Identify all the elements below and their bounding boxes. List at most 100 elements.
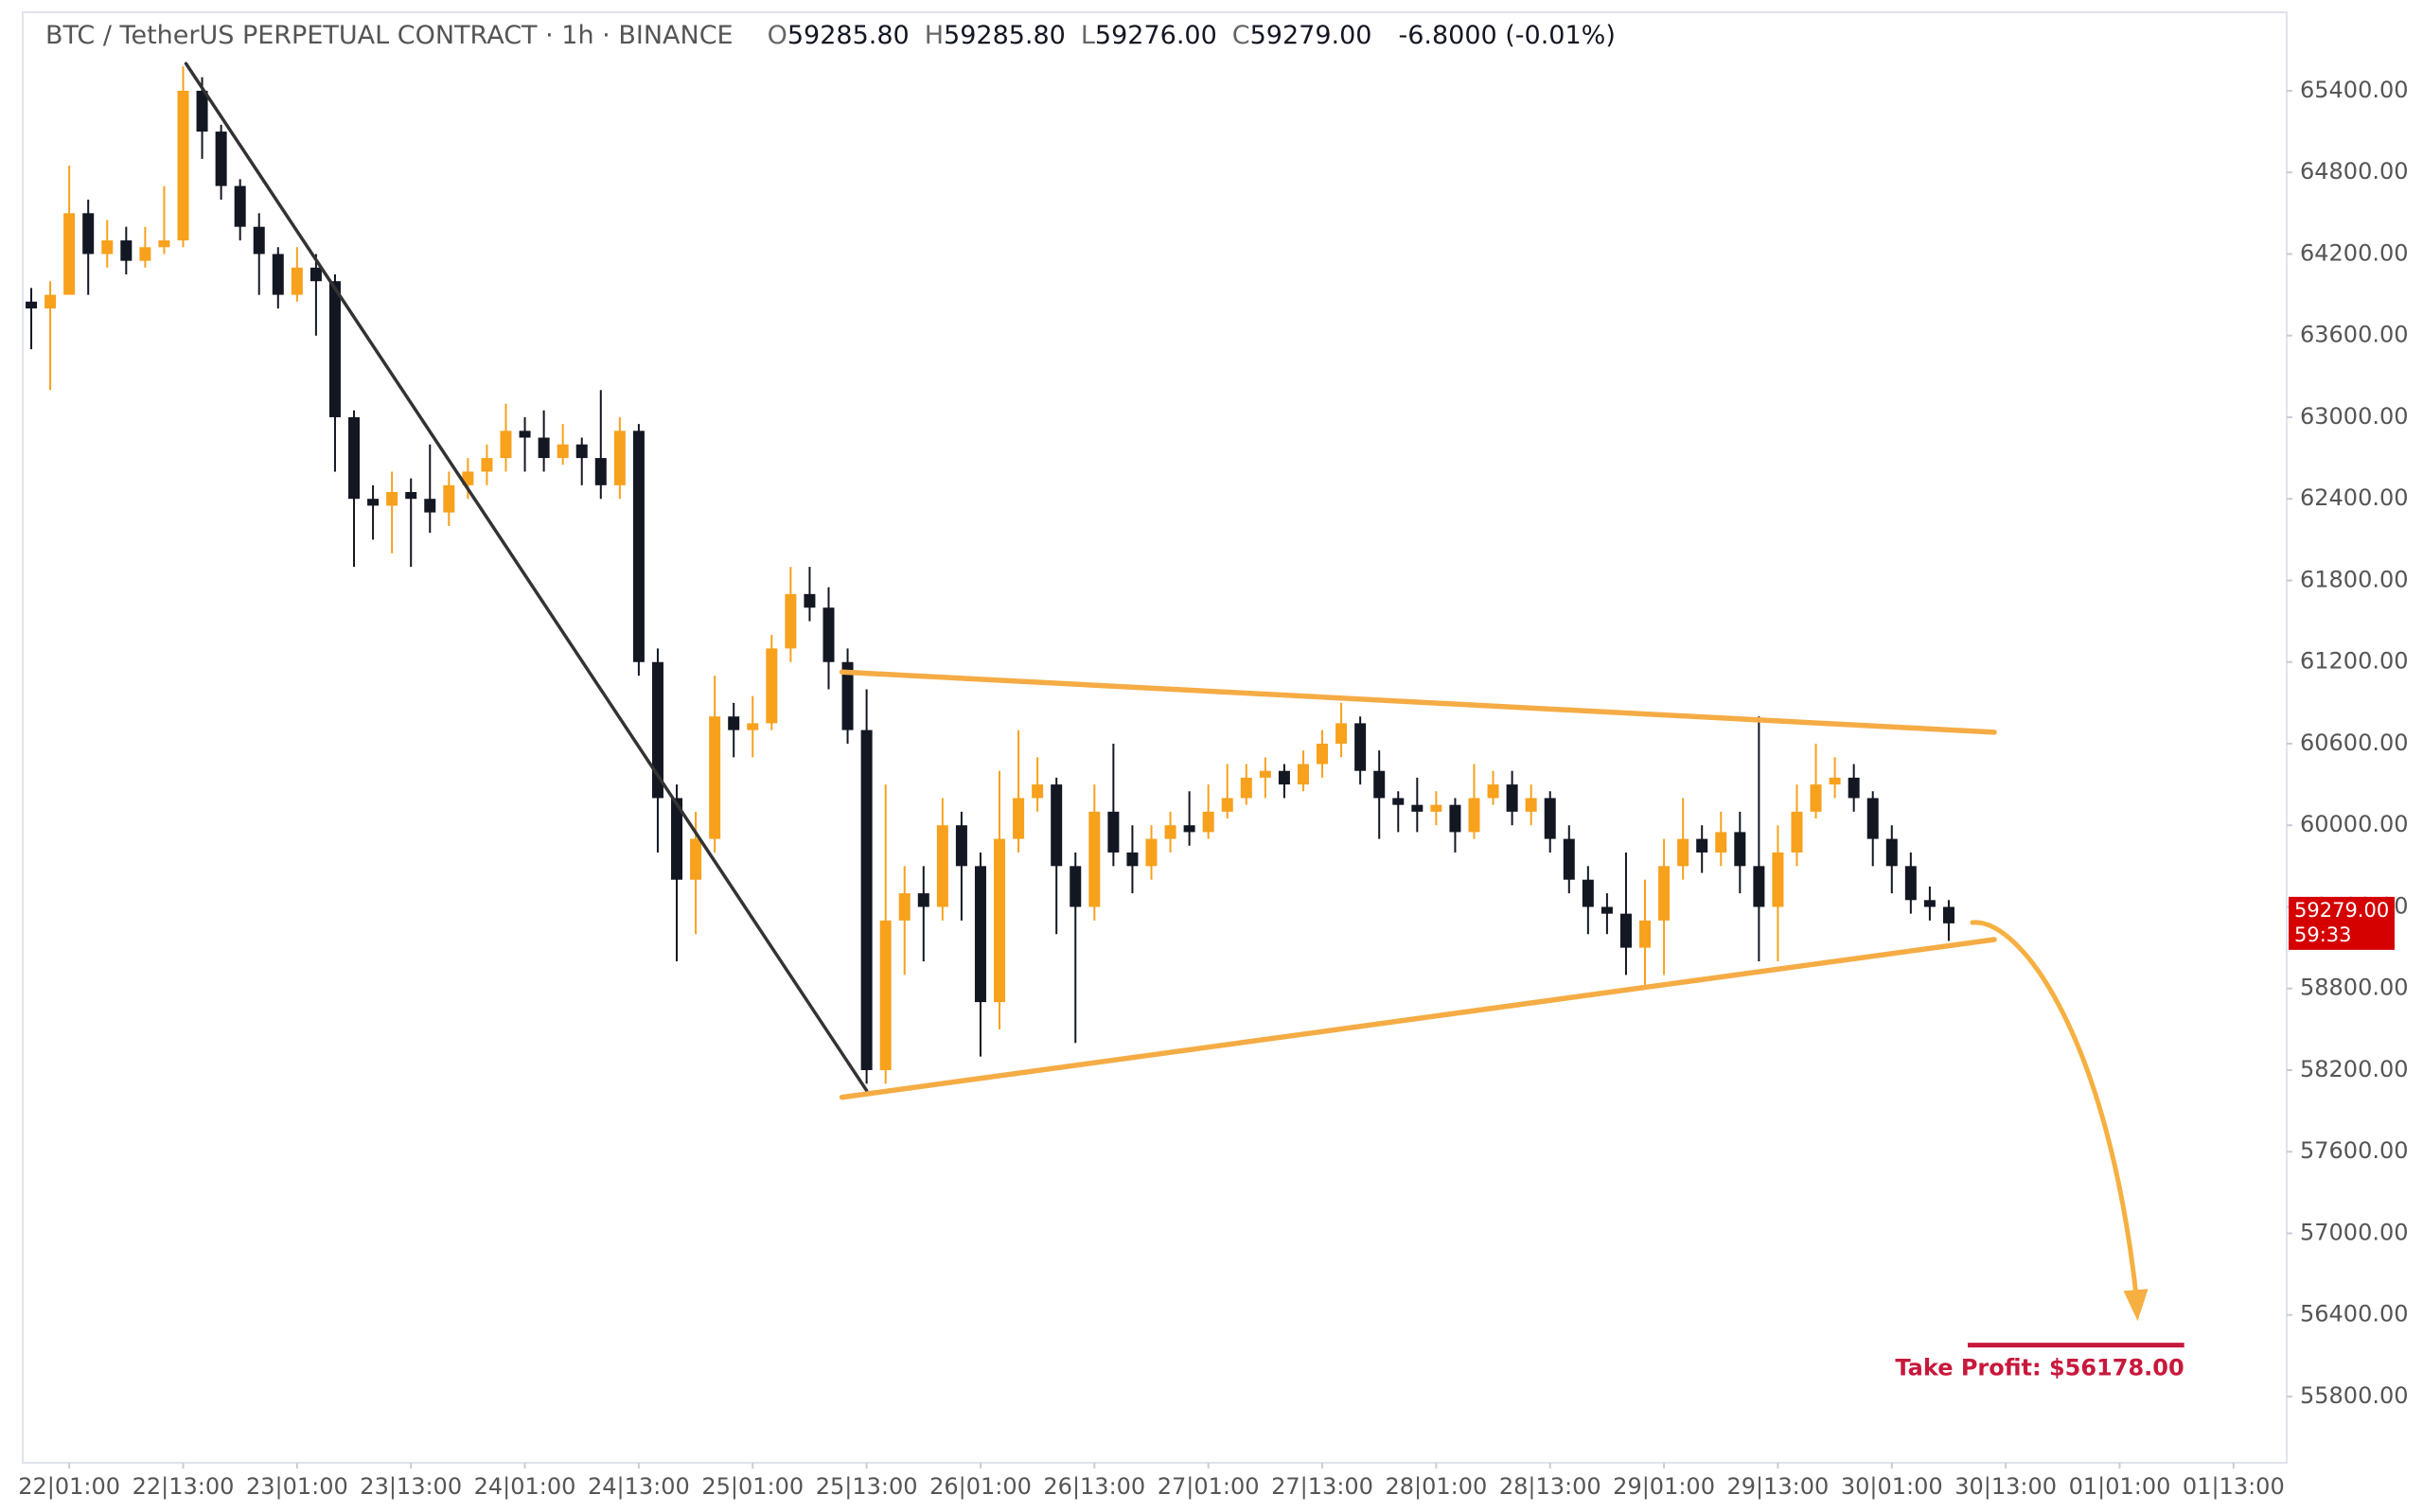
candle-body <box>1468 798 1480 833</box>
y-tick-label: 58200.00 <box>2300 1056 2409 1082</box>
candle-body <box>1715 832 1727 853</box>
candle-body <box>613 431 626 485</box>
candle-body <box>1677 838 1689 867</box>
candle-body <box>1923 900 1936 907</box>
candle-body <box>44 294 57 308</box>
x-tick-label: 27|13:00 <box>1271 1473 1373 1500</box>
candle-body <box>1070 866 1082 907</box>
trend-line <box>839 937 1997 1100</box>
ohlc-prefix: L <box>1080 21 1095 50</box>
x-tick-label: 29|13:00 <box>1727 1473 1830 1500</box>
candle-body <box>804 593 816 608</box>
candle-body <box>879 920 892 1070</box>
candle-body <box>690 838 702 880</box>
candle-body <box>1772 852 1784 907</box>
arrow-head <box>2123 1289 2149 1322</box>
y-tick-label: 64200.00 <box>2300 239 2409 266</box>
candle-body <box>1942 906 1954 923</box>
ohlc-value: 59285.80 <box>944 21 1066 50</box>
candle-body <box>234 185 246 227</box>
candle-body <box>1848 777 1860 799</box>
x-tick-label: 30|13:00 <box>1954 1473 2057 1500</box>
x-tick-label: 26|13:00 <box>1043 1473 1145 1500</box>
candle-body <box>481 458 493 472</box>
y-tick-label: 56400.00 <box>2300 1301 2409 1327</box>
candle-body <box>1619 913 1632 948</box>
ohlc-value: 59285.80 <box>787 21 910 50</box>
candle-body <box>955 825 967 867</box>
candle-body <box>1791 811 1803 853</box>
chart-header: BTC / TetherUS PERPETUAL CONTRACT · 1h ·… <box>45 21 1616 50</box>
candle-body <box>1544 798 1556 839</box>
trend-line <box>184 62 869 1093</box>
x-tick-label: 28|01:00 <box>1385 1473 1487 1500</box>
candle-body <box>1601 906 1613 914</box>
x-tick-label: 23|01:00 <box>246 1473 348 1500</box>
candle-body <box>158 240 170 248</box>
candle-body <box>1658 866 1671 921</box>
candle-body <box>1107 811 1120 853</box>
candle-body <box>747 723 759 730</box>
candle-body <box>841 661 854 730</box>
candle-body <box>519 431 531 438</box>
y-tick-label: 57600.00 <box>2300 1137 2409 1164</box>
candle-body <box>1810 784 1822 812</box>
forecast-arrow <box>1970 920 2140 1303</box>
candle-body <box>1164 825 1176 839</box>
candle-body <box>860 730 873 1070</box>
candle-body <box>196 90 208 132</box>
candle-body <box>1582 879 1594 907</box>
last-price-tag <box>2289 896 2395 950</box>
candle-body <box>1411 804 1424 812</box>
candle-body <box>63 213 76 295</box>
trend-line <box>839 669 1997 735</box>
x-tick-label: 24|13:00 <box>588 1473 690 1500</box>
candle-body <box>651 661 663 799</box>
candle-body <box>1126 852 1139 867</box>
candle-body <box>632 431 645 662</box>
candle-body <box>766 648 778 724</box>
candle-body <box>594 458 607 485</box>
candle-body <box>1221 798 1233 812</box>
candle-body <box>936 825 948 907</box>
ohlc-prefix: O <box>767 21 787 50</box>
candle-body <box>272 254 284 295</box>
candle-body <box>253 226 265 255</box>
candle-body <box>139 247 151 261</box>
candle-body <box>1032 784 1044 799</box>
x-tick-label: 26|01:00 <box>929 1473 1032 1500</box>
candle-body <box>1088 811 1101 907</box>
candle-body <box>120 240 133 261</box>
x-tick-label: 25|01:00 <box>701 1473 804 1500</box>
candle-body <box>424 499 436 513</box>
candle-body <box>101 240 114 255</box>
take-profit-label: Take Profit: $56178.00 <box>1895 1355 2184 1381</box>
candle-body <box>1866 798 1879 839</box>
x-tick-label: 25|13:00 <box>816 1473 918 1500</box>
candle-body <box>1335 723 1348 744</box>
candle-body <box>348 416 361 500</box>
candle-body <box>1696 838 1708 853</box>
x-tick-label: 22|01:00 <box>18 1473 120 1500</box>
candle-body <box>1051 784 1063 867</box>
candle-body <box>1373 770 1386 799</box>
candle-body <box>557 444 569 459</box>
x-tick-label: 30|01:00 <box>1841 1473 1943 1500</box>
candle-body <box>1430 804 1442 812</box>
countdown: 59:33 <box>2294 923 2352 946</box>
candle-body <box>328 281 341 417</box>
candle-body <box>310 267 322 282</box>
last-price-label: 59279.00 <box>2294 899 2389 922</box>
ohlc-value: 59279.00 <box>1249 21 1372 50</box>
candle-body <box>1202 811 1214 833</box>
candle-body <box>1904 866 1917 901</box>
y-tick-label: 61800.00 <box>2300 566 2409 592</box>
price-change: -6.8000 (-0.01%) <box>1398 21 1616 50</box>
ohlc-prefix: H <box>924 21 945 50</box>
y-tick-label: 58800.00 <box>2300 975 2409 1001</box>
candle-body <box>671 798 683 880</box>
ohlc-value: 59276.00 <box>1094 21 1217 50</box>
candle-body <box>898 893 911 921</box>
